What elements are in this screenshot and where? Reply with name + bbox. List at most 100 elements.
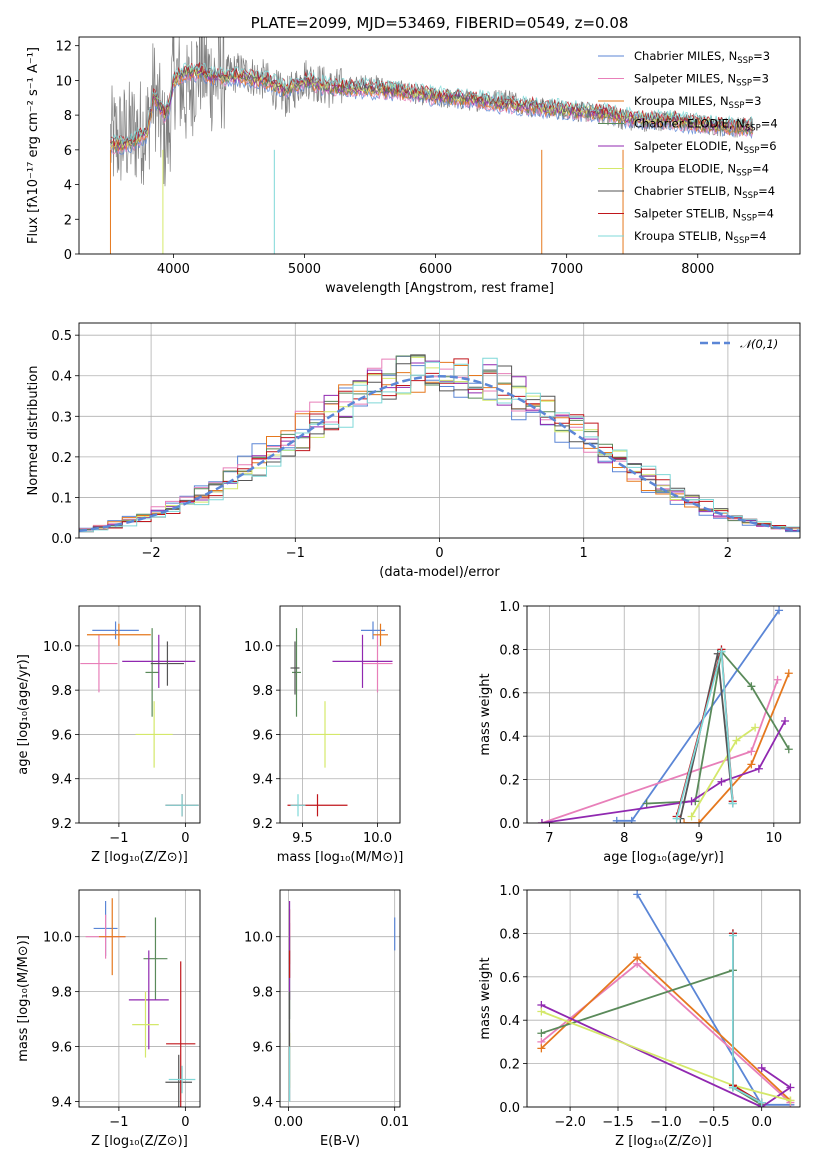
mass-weight-point bbox=[747, 682, 756, 691]
x-tick-label: 0 bbox=[181, 1115, 189, 1130]
x-tick-label: −2 bbox=[142, 546, 161, 561]
y-tick-label: 0.3 bbox=[51, 410, 72, 425]
legend-entry-name: Salpeter ELODIE, N bbox=[634, 139, 744, 153]
y-tick-label: 9.6 bbox=[51, 728, 72, 743]
mass-weight-line bbox=[732, 935, 763, 1104]
mass-weight-point bbox=[627, 816, 636, 823]
axes-frame bbox=[78, 36, 801, 255]
histogram-plot-area bbox=[79, 354, 800, 534]
x-tick-label: 0 bbox=[435, 546, 443, 561]
y-tick-label: 10.0 bbox=[244, 640, 273, 655]
mass-weight-line bbox=[732, 933, 763, 1104]
x-tick-label: 8 bbox=[620, 831, 628, 846]
legend-entry-count: =4 bbox=[752, 162, 769, 176]
mass-weight-point bbox=[537, 1044, 546, 1053]
x-tick-label: 8000 bbox=[681, 262, 714, 277]
x-tick-label: 9 bbox=[695, 831, 703, 846]
x-axis-label: Z [log₁₀(Z/Z⊙)] bbox=[91, 850, 188, 865]
legend-entry: Kroupa STELIB, NSSP=4 bbox=[634, 229, 766, 246]
y-tick-label: 9.8 bbox=[51, 684, 72, 699]
legend-entry-name: Chabrier MILES, N bbox=[634, 49, 737, 63]
y-tick-label: 1.0 bbox=[499, 884, 520, 899]
y-tick-label: 9.4 bbox=[252, 773, 273, 788]
y-tick-label: 9.6 bbox=[252, 728, 273, 743]
legend-entry-count: =4 bbox=[758, 184, 775, 198]
mass-weight-point bbox=[728, 799, 737, 808]
y-tick-label: 12 bbox=[55, 40, 72, 55]
y-tick-label: 9.4 bbox=[252, 1096, 273, 1111]
y-tick-label: 0.1 bbox=[51, 491, 72, 506]
x-tick-label: 1 bbox=[580, 546, 588, 561]
y-tick-label: 9.4 bbox=[51, 1096, 72, 1111]
x-tick-label: 0 bbox=[181, 831, 189, 846]
legend-entry-count: =3 bbox=[752, 72, 769, 86]
mass-weight-point bbox=[537, 819, 546, 823]
mass-weight-line bbox=[732, 933, 763, 1104]
y-tick-label: 10.0 bbox=[43, 640, 72, 655]
mass-weight-point bbox=[751, 723, 760, 732]
y-axis-label: mass [log₁₀(M/M⊙)] bbox=[16, 935, 31, 1062]
y-tick-label: 9.4 bbox=[51, 773, 72, 788]
y-tick-label: 0.2 bbox=[499, 1058, 520, 1073]
axes-frame bbox=[78, 889, 201, 1108]
mass-weight-point bbox=[732, 736, 741, 745]
x-tick-label: 0.01 bbox=[380, 1115, 409, 1130]
y-tick-label: 0.4 bbox=[499, 730, 520, 745]
mass-weight-point bbox=[786, 1083, 795, 1092]
y-tick-label: 0.5 bbox=[51, 329, 72, 344]
mass-weight-point bbox=[747, 760, 756, 769]
mass-weight-point bbox=[757, 1098, 766, 1107]
mass-weight-point bbox=[672, 814, 681, 823]
axes-frame bbox=[279, 605, 401, 824]
y-tick-label: 0.8 bbox=[499, 927, 520, 942]
y-tick-label: 0.6 bbox=[499, 687, 520, 702]
mass-weight-point bbox=[717, 647, 726, 656]
legend-entry-subscript: SSP bbox=[744, 146, 760, 156]
legend-entry: Kroupa MILES, NSSP=3 bbox=[634, 94, 761, 111]
mass-weight-point bbox=[537, 1007, 546, 1016]
legend-entry-count: =3 bbox=[753, 49, 770, 63]
x-axis-label: age [log₁₀(age/yr)] bbox=[603, 850, 724, 865]
errorbar-plot-area bbox=[85, 898, 196, 1107]
x-tick-label: −1.0 bbox=[650, 1115, 682, 1130]
mass-weight-point bbox=[728, 931, 737, 940]
mass-weight-line bbox=[675, 649, 734, 817]
mass-weight-point bbox=[642, 799, 651, 808]
mass-weight-point bbox=[784, 745, 793, 754]
x-tick-label: 5000 bbox=[288, 262, 321, 277]
x-axis-label: wavelength [Angstrom, rest frame] bbox=[325, 281, 554, 296]
y-tick-label: 2 bbox=[64, 213, 72, 228]
y-tick-label: 0.0 bbox=[499, 817, 520, 832]
mass-weight-point bbox=[773, 675, 782, 684]
x-tick-label: −1.5 bbox=[602, 1115, 634, 1130]
legend-entry-name: Kroupa STELIB, N bbox=[634, 229, 734, 243]
x-tick-label: 9.5 bbox=[292, 831, 313, 846]
mass-weight-point bbox=[747, 747, 756, 756]
mass-weight-point bbox=[754, 764, 763, 773]
y-axis-label: Normed distribution bbox=[26, 366, 41, 496]
mass-weight-line bbox=[684, 672, 790, 823]
x-tick-label: −1 bbox=[109, 1115, 128, 1130]
x-tick-label: 0.00 bbox=[274, 1115, 303, 1130]
legend-entry: Kroupa ELODIE, NSSP=4 bbox=[634, 162, 769, 179]
x-tick-label: −1 bbox=[109, 831, 128, 846]
figure-title: PLATE=2099, MJD=53469, FIBERID=0549, z=0… bbox=[251, 14, 629, 32]
legend-entry-name: Salpeter STELIB, N bbox=[634, 207, 741, 221]
x-axis-label: (data-model)/error bbox=[379, 565, 500, 580]
legend-entry-name: Kroupa MILES, N bbox=[634, 94, 729, 108]
mass-weight-point bbox=[781, 717, 790, 726]
mass-weight-point bbox=[728, 1083, 737, 1092]
legend-entry-subscript: SSP bbox=[734, 236, 750, 246]
x-tick-label: 10.0 bbox=[363, 831, 392, 846]
y-tick-label: 4 bbox=[64, 179, 72, 194]
legend-entry-name: Salpeter MILES, N bbox=[634, 72, 736, 86]
legend-entry-name: Chabrier STELIB, N bbox=[634, 184, 742, 198]
x-axis-label: Z [log₁₀(Z/Z⊙)] bbox=[615, 1134, 712, 1149]
y-tick-label: 0.2 bbox=[51, 451, 72, 466]
mass-weight-point bbox=[775, 606, 784, 615]
y-axis-label: mass weight bbox=[478, 673, 493, 755]
x-axis-label: Z [log₁₀(Z/Z⊙)] bbox=[91, 1134, 188, 1149]
mass-weight-point bbox=[633, 890, 642, 899]
x-tick-label: 7 bbox=[545, 831, 553, 846]
legend-entry-count: =4 bbox=[757, 207, 774, 221]
